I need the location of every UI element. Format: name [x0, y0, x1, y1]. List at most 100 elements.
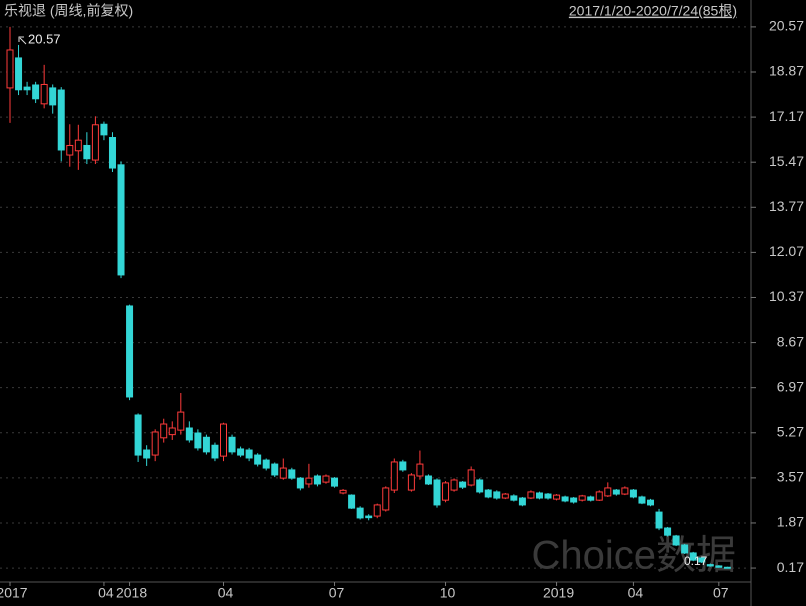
- candle-body: [655, 511, 663, 529]
- candle-body: [305, 477, 313, 485]
- candle-body: [40, 83, 48, 105]
- candle-body: [706, 564, 714, 567]
- candle-body: [698, 557, 706, 563]
- candle-body: [612, 489, 620, 495]
- candle-body: [185, 427, 193, 441]
- candle-body: [356, 507, 364, 519]
- date-range: 2017/1/20-2020/7/24(85根): [569, 3, 737, 19]
- y-tick-label: 13.77: [769, 198, 804, 214]
- y-tick-label: 20.57: [769, 18, 804, 34]
- candle-body: [621, 487, 629, 495]
- candle-body: [433, 479, 441, 506]
- candle-body: [348, 494, 356, 509]
- y-tick-label: 0.17: [777, 559, 804, 575]
- x-tick-label: 04: [218, 585, 234, 601]
- candle-body: [527, 491, 535, 499]
- candle-body: [715, 565, 723, 568]
- candle-body: [553, 494, 561, 500]
- candle-body: [604, 487, 612, 497]
- candle-body: [211, 444, 219, 459]
- candle-body: [493, 491, 501, 499]
- y-tick-label: 6.97: [777, 378, 804, 394]
- annotation-arrow-head: [18, 36, 24, 42]
- candle-body: [143, 449, 151, 459]
- candle-body: [476, 479, 484, 493]
- candle-body: [279, 467, 287, 479]
- candle-body: [160, 423, 168, 439]
- y-tick-label: 5.27: [777, 423, 804, 439]
- candle-body: [390, 461, 398, 491]
- candle-body: [544, 493, 552, 499]
- candle-body: [74, 139, 82, 152]
- candle-body: [467, 469, 475, 486]
- x-tick-label: 2019: [543, 585, 574, 601]
- x-tick-label: 2018: [116, 585, 147, 601]
- candle-body: [664, 527, 672, 536]
- candle-body: [117, 164, 125, 276]
- candle-body: [108, 137, 116, 169]
- candle-body: [83, 144, 91, 160]
- candle-body: [424, 475, 432, 485]
- candle-body: [220, 423, 227, 457]
- candle-body: [151, 431, 159, 456]
- y-tick-label: 3.57: [777, 469, 804, 485]
- candle-body: [237, 448, 245, 456]
- candle-body: [49, 87, 57, 106]
- annotation-arrow: [19, 37, 27, 45]
- candle-body: [365, 515, 373, 519]
- candle-body: [459, 481, 467, 488]
- x-tick-label: 2017: [0, 585, 28, 601]
- y-tick-label: 18.87: [769, 63, 804, 79]
- candle-body: [629, 489, 637, 498]
- candle-body: [681, 544, 689, 554]
- y-tick-label: 8.67: [777, 333, 804, 349]
- candle-body: [450, 479, 458, 491]
- y-tick-label: 1.87: [777, 514, 804, 530]
- candle-body: [313, 475, 321, 485]
- candle-body: [23, 86, 31, 91]
- candle-body: [194, 432, 202, 449]
- candle-body: [587, 496, 595, 501]
- chart-title: 乐视退 (周线,前复权): [4, 3, 133, 19]
- x-tick-label: 10: [440, 585, 456, 601]
- watermark: Choice数据: [531, 534, 736, 578]
- candle-body: [570, 497, 578, 503]
- candle-body: [296, 477, 304, 489]
- candle-body: [442, 482, 450, 501]
- candle-body: [535, 492, 543, 499]
- candle-body: [288, 469, 296, 479]
- candle-body: [647, 499, 654, 506]
- annotation: 0.17: [684, 554, 708, 568]
- candle-body: [407, 474, 415, 491]
- candle-body: [416, 463, 424, 477]
- candle-body: [689, 552, 697, 561]
- candle-body: [100, 123, 108, 136]
- candle-body: [66, 144, 74, 156]
- candle-body: [331, 477, 339, 487]
- candle-body: [723, 566, 731, 569]
- candle-body: [578, 495, 586, 501]
- y-tick-label: 17.17: [769, 108, 804, 124]
- candle-body: [32, 84, 40, 100]
- candle-body: [134, 414, 142, 456]
- candle-body: [373, 504, 381, 517]
- candle-body: [57, 89, 65, 151]
- x-tick-label: 04: [98, 585, 114, 601]
- candle-body: [202, 436, 210, 453]
- candle-body: [638, 496, 646, 504]
- candle-body: [126, 305, 134, 398]
- x-tick-label: 04: [628, 585, 644, 601]
- candle-body: [168, 427, 176, 436]
- candle-body: [518, 497, 526, 506]
- candle-body: [177, 411, 185, 431]
- candle-body: [91, 124, 99, 161]
- candle-body: [510, 495, 518, 501]
- candle-body: [595, 491, 603, 501]
- candle-body: [15, 57, 23, 91]
- candle-body: [339, 489, 347, 494]
- y-tick-label: 15.47: [769, 153, 804, 169]
- candle-body: [672, 535, 680, 546]
- candle-body: [501, 493, 509, 499]
- candle-body: [254, 454, 262, 465]
